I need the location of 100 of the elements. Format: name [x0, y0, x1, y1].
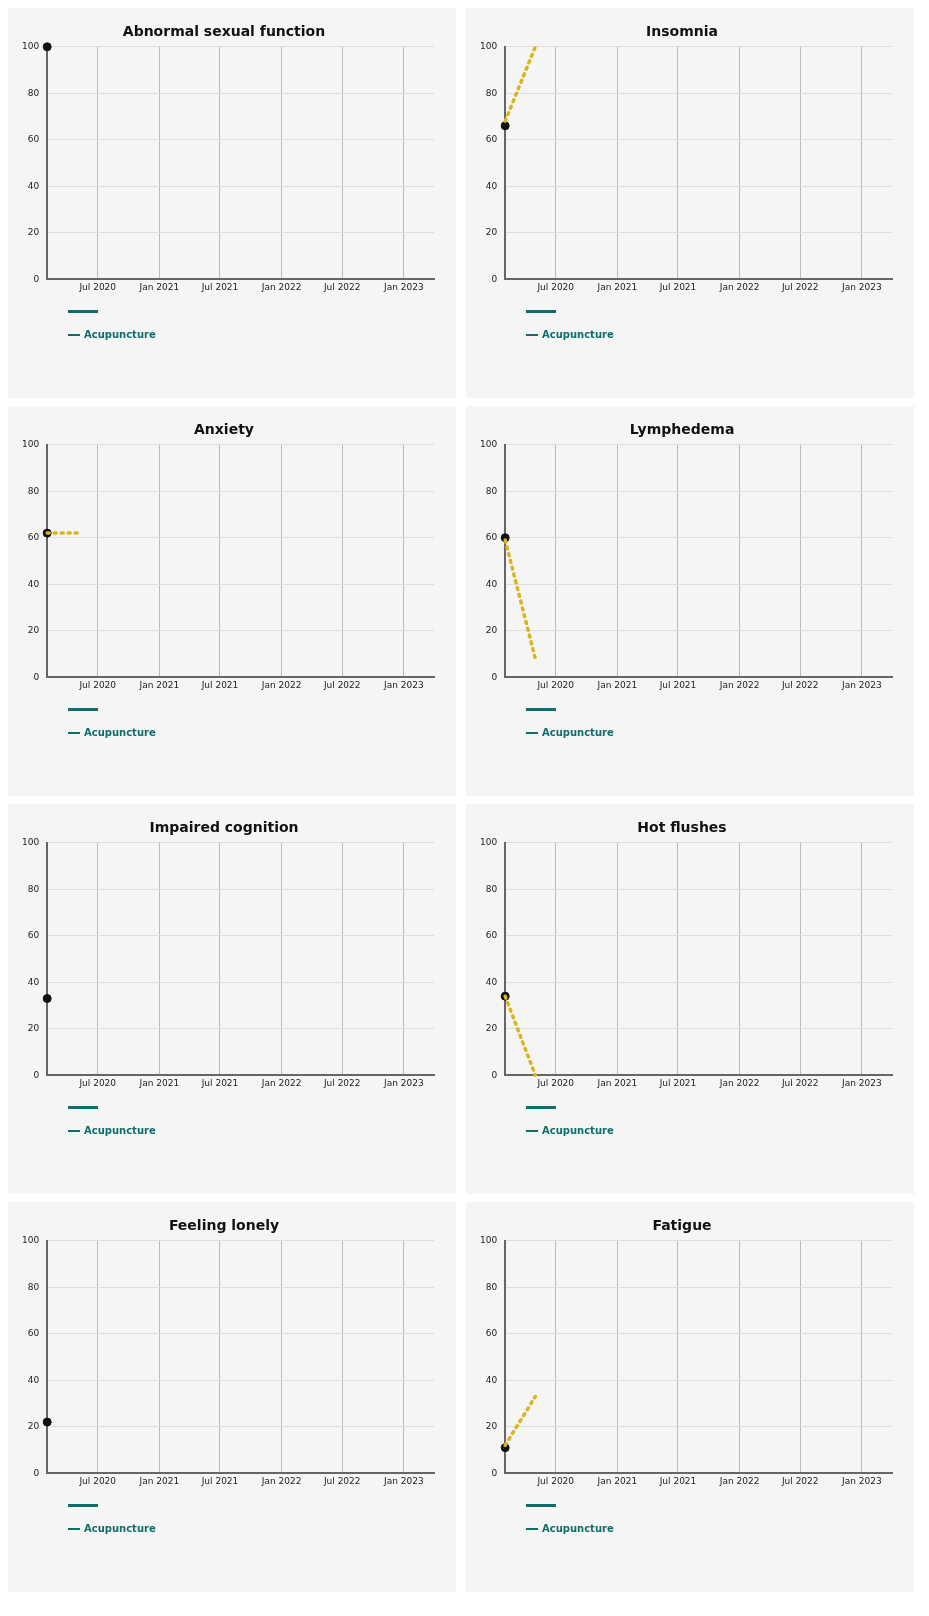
y-tick-label: 0 — [491, 1069, 498, 1080]
y-tick-label: 0 — [33, 273, 40, 284]
x-tick-label: Jan 2023 — [383, 1077, 424, 1088]
y-tick-label: 60 — [27, 134, 40, 145]
text: Acupuncture — [542, 727, 614, 738]
y-tick-label: 0 — [491, 671, 498, 682]
chart-title: Insomnia — [646, 23, 718, 40]
y-tick-label: 0 — [33, 1069, 40, 1080]
x-tick-label: Jan 2021 — [596, 281, 638, 292]
x-tick-label: Jul 2020 — [536, 281, 575, 292]
y-tick-label: 100 — [21, 1235, 40, 1246]
x-tick-label: Jul 2022 — [780, 1077, 819, 1088]
y-tick-label: 60 — [27, 532, 40, 543]
x-tick-label: Jul 2022 — [780, 1475, 819, 1486]
x-tick-label: Jan 2021 — [596, 1475, 638, 1486]
x-tick-label: Jan 2021 — [138, 679, 180, 690]
x-tick-label: Jul 2021 — [200, 679, 239, 690]
y-tick-label: 80 — [485, 485, 498, 496]
text: Acupuncture — [542, 1125, 614, 1136]
chart-title: Fatigue — [652, 1217, 712, 1234]
x-tick-label: Jan 2023 — [383, 679, 424, 690]
y-tick-label: 0 — [491, 273, 498, 284]
x-tick-label: Jan 2021 — [138, 1077, 180, 1088]
x-tick-label: Jul 2020 — [78, 1077, 117, 1088]
text: Acupuncture — [84, 329, 156, 340]
x-tick-label: Jul 2020 — [536, 1077, 575, 1088]
y-tick-label: 100 — [21, 837, 40, 848]
x-tick-label: Jul 2021 — [658, 679, 697, 690]
y-tick-label: 0 — [491, 1467, 498, 1478]
x-tick-label: Jan 2022 — [718, 281, 760, 292]
y-tick-label: 80 — [485, 1281, 498, 1292]
text: Acupuncture — [84, 1125, 156, 1136]
y-tick-label: 80 — [27, 883, 40, 894]
x-tick-label: Jul 2021 — [658, 1077, 697, 1088]
y-tick-label: 40 — [27, 1374, 40, 1385]
y-tick-label: 20 — [485, 1023, 498, 1034]
y-tick-label: 100 — [479, 837, 498, 848]
text: Acupuncture — [542, 329, 614, 340]
y-tick-label: 40 — [27, 976, 40, 987]
chart-title: Impaired cognition — [149, 819, 299, 836]
y-tick-label: 80 — [485, 87, 498, 98]
y-tick-label: 0 — [33, 1467, 40, 1478]
x-tick-label: Jul 2020 — [536, 679, 575, 690]
x-tick-label: Jul 2020 — [78, 1475, 117, 1486]
y-tick-label: 40 — [485, 578, 498, 589]
chart-title: Hot flushes — [637, 819, 727, 836]
y-tick-label: 100 — [21, 41, 40, 52]
y-tick-label: 60 — [485, 134, 498, 145]
chart-title: Anxiety — [194, 421, 254, 438]
x-tick-label: Jan 2022 — [718, 1077, 760, 1088]
y-tick-label: 20 — [27, 1023, 40, 1034]
x-tick-label: Jul 2021 — [658, 281, 697, 292]
y-tick-label: 40 — [485, 976, 498, 987]
x-tick-label: Jul 2021 — [200, 281, 239, 292]
x-tick-label: Jul 2021 — [200, 1475, 239, 1486]
y-tick-label: 100 — [479, 439, 498, 450]
x-tick-label: Jan 2023 — [841, 1077, 882, 1088]
y-tick-label: 40 — [27, 578, 40, 589]
x-tick-label: Jul 2022 — [322, 1077, 361, 1088]
y-tick-label: 0 — [33, 671, 40, 682]
x-tick-label: Jan 2021 — [138, 1475, 180, 1486]
x-tick-label: Jan 2022 — [718, 1475, 760, 1486]
y-tick-label: 40 — [485, 1374, 498, 1385]
y-tick-label: 40 — [485, 180, 498, 191]
y-tick-label: 80 — [27, 87, 40, 98]
x-tick-label: Jan 2022 — [718, 679, 760, 690]
x-tick-label: Jan 2022 — [260, 1077, 302, 1088]
x-tick-label: Jan 2022 — [260, 281, 302, 292]
y-tick-label: 80 — [27, 485, 40, 496]
x-tick-label: Jan 2023 — [841, 1475, 882, 1486]
x-tick-label: Jan 2023 — [383, 281, 424, 292]
y-tick-label: 40 — [27, 180, 40, 191]
y-tick-label: 100 — [479, 1235, 498, 1246]
text: Acupuncture — [84, 1523, 156, 1534]
y-tick-label: 60 — [485, 930, 498, 941]
x-tick-label: Jan 2023 — [841, 679, 882, 690]
x-tick-label: Jan 2022 — [260, 1475, 302, 1486]
x-tick-label: Jan 2022 — [260, 679, 302, 690]
x-tick-label: Jul 2022 — [322, 281, 361, 292]
x-tick-label: Jul 2021 — [200, 1077, 239, 1088]
y-tick-label: 100 — [21, 439, 40, 450]
x-tick-label: Jul 2020 — [78, 679, 117, 690]
text: Acupuncture — [84, 727, 156, 738]
y-tick-label: 20 — [27, 1421, 40, 1432]
chart-title: Lymphedema — [629, 421, 735, 438]
y-tick-label: 100 — [479, 41, 498, 52]
y-tick-label: 60 — [485, 532, 498, 543]
y-tick-label: 60 — [485, 1328, 498, 1339]
y-tick-label: 20 — [485, 625, 498, 636]
x-tick-label: Jul 2021 — [658, 1475, 697, 1486]
x-tick-label: Jan 2021 — [138, 281, 180, 292]
y-tick-label: 20 — [27, 227, 40, 238]
y-tick-label: 20 — [485, 1421, 498, 1432]
y-tick-label: 60 — [27, 930, 40, 941]
y-tick-label: 80 — [485, 883, 498, 894]
x-tick-label: Jan 2023 — [841, 281, 882, 292]
y-tick-label: 20 — [27, 625, 40, 636]
x-tick-label: Jul 2020 — [78, 281, 117, 292]
chart-title: Feeling lonely — [168, 1217, 280, 1234]
x-tick-label: Jul 2022 — [322, 1475, 361, 1486]
